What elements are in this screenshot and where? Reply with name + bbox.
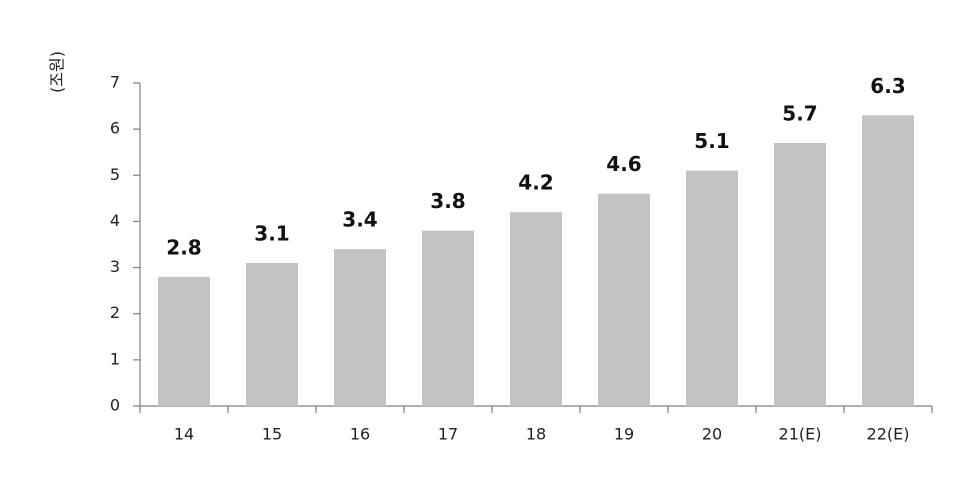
- y-tick-label: 6: [110, 119, 120, 138]
- value-label: 3.8: [430, 189, 465, 213]
- bar: [598, 193, 650, 406]
- value-label: 3.4: [342, 208, 377, 232]
- x-tick-label: 16: [350, 425, 370, 444]
- bar: [246, 262, 298, 406]
- y-tick-label: 0: [110, 396, 120, 415]
- bar: [334, 249, 386, 406]
- x-tick-label: 19: [614, 425, 634, 444]
- bar: [422, 230, 474, 406]
- bar: [774, 142, 826, 406]
- x-tick-label: 18: [526, 425, 546, 444]
- value-label: 5.1: [694, 129, 729, 153]
- x-tick-label: 22(E): [867, 425, 910, 444]
- y-tick-label: 5: [110, 165, 120, 184]
- y-tick-label: 7: [110, 73, 120, 92]
- value-label: 4.2: [518, 171, 553, 195]
- value-label: 3.1: [254, 221, 289, 245]
- x-tick-label: 15: [262, 425, 282, 444]
- x-tick-label: 21(E): [779, 425, 822, 444]
- x-tick-label: 20: [702, 425, 722, 444]
- x-tick-label: 14: [174, 425, 194, 444]
- x-tick-label: 17: [438, 425, 458, 444]
- y-tick-label: 3: [110, 257, 120, 276]
- value-label: 6.3: [870, 74, 905, 98]
- bar: [862, 115, 914, 407]
- y-axis-label: (조원): [48, 51, 67, 93]
- y-tick-label: 4: [110, 211, 120, 230]
- bar: [158, 276, 210, 406]
- bar: [510, 212, 562, 406]
- value-label: 2.8: [166, 235, 201, 259]
- value-label: 5.7: [782, 101, 817, 125]
- y-tick-label: 1: [110, 349, 120, 368]
- value-label: 4.6: [606, 152, 641, 176]
- y-tick-label: 2: [110, 303, 120, 322]
- bar: [686, 170, 738, 406]
